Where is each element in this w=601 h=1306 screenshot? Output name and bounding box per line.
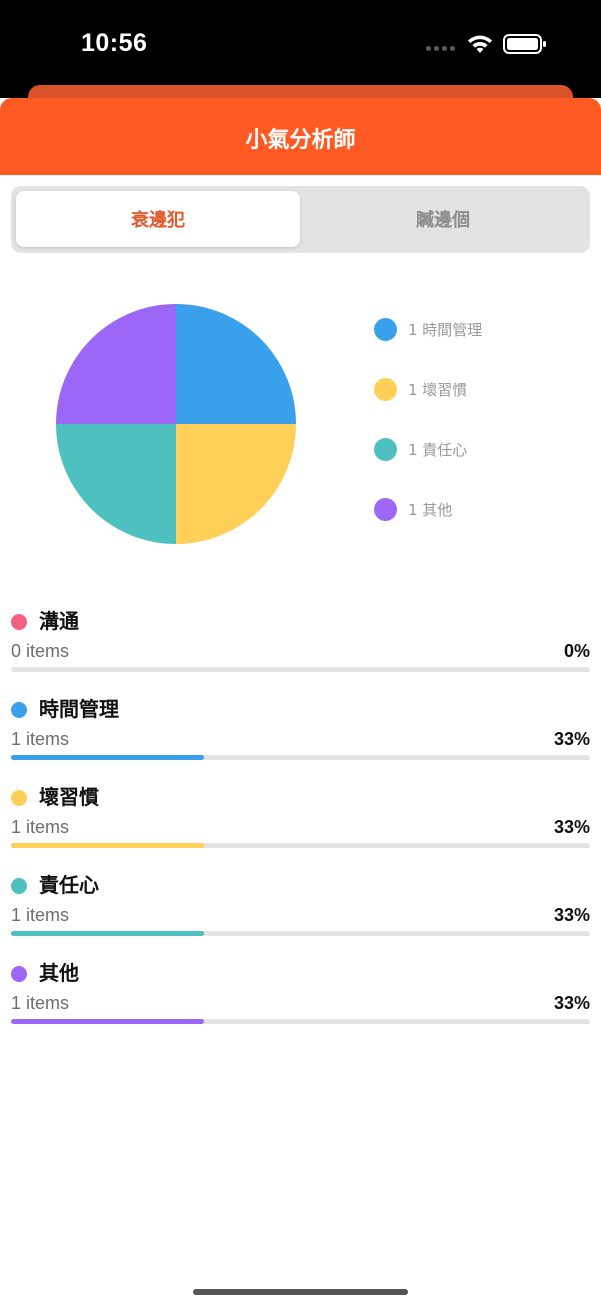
progress-track: [11, 1019, 590, 1024]
category-percent: 33%: [553, 817, 590, 837]
category-count: 0 items: [11, 641, 70, 661]
legend-label: 1 壞習慣: [408, 381, 468, 399]
progress-fill: [11, 931, 204, 936]
legend-dot-icon: [374, 378, 397, 401]
progress-track: [11, 931, 590, 936]
status-time: 10:56: [81, 29, 148, 57]
category-count: 1 items: [11, 817, 70, 837]
legend-item: 1 壞習慣: [374, 378, 467, 401]
category-dot-icon: [11, 878, 27, 894]
header-bar: 小氣分析師: [0, 98, 601, 175]
pie-slice: [56, 304, 176, 424]
legend-item: 1 責任心: [374, 438, 467, 461]
category-percent: 33%: [553, 993, 590, 1013]
pie-slice: [56, 424, 176, 544]
category-name: 壞習慣: [39, 785, 99, 809]
category-row: 其他 1 items 33%: [11, 957, 590, 1027]
category-dot-icon: [11, 702, 27, 718]
category-count: 1 items: [11, 993, 70, 1013]
status-bar: 10:56: [0, 0, 601, 98]
category-row: 溝通 0 items 0%: [11, 605, 590, 675]
category-row: 壞習慣 1 items 33%: [11, 781, 590, 851]
legend-label: 1 時間管理: [408, 321, 483, 339]
category-dot-icon: [11, 966, 27, 982]
category-name: 時間管理: [39, 697, 119, 721]
progress-fill: [11, 755, 204, 760]
tab-segment-1[interactable]: 衰邊犯: [16, 191, 300, 247]
progress-track: [11, 843, 590, 848]
tab-segment-2[interactable]: 贓邊個: [416, 210, 470, 231]
category-name: 責任心: [39, 873, 99, 897]
progress-fill: [11, 843, 204, 848]
home-indicator: [193, 1289, 408, 1295]
progress-fill: [11, 1019, 204, 1024]
category-percent: 33%: [553, 729, 590, 749]
legend-dot-icon: [374, 498, 397, 521]
legend-item: 1 其他: [374, 498, 452, 521]
category-row: 責任心 1 items 33%: [11, 869, 590, 939]
segmented-control: 衰邊犯 贓邊個: [11, 186, 590, 253]
legend-label: 1 責任心: [408, 441, 468, 459]
progress-track: [11, 755, 590, 760]
legend-label: 1 其他: [408, 501, 453, 519]
category-count: 1 items: [11, 729, 70, 749]
category-name: 溝通: [39, 609, 79, 633]
wifi-icon: [468, 35, 492, 53]
category-name: 其他: [39, 961, 79, 985]
legend-dot-icon: [374, 438, 397, 461]
pie-chart: [56, 304, 296, 544]
category-percent: 33%: [553, 905, 590, 925]
pie-slice: [176, 424, 296, 544]
legend-dot-icon: [374, 318, 397, 341]
category-count: 1 items: [11, 905, 70, 925]
pie-slice: [176, 304, 296, 424]
page-title: 小氣分析師: [245, 128, 356, 153]
category-percent: 0%: [563, 641, 590, 661]
battery-icon: [503, 34, 546, 54]
category-row: 時間管理 1 items 33%: [11, 693, 590, 763]
cellular-signal-icon: [426, 46, 455, 51]
progress-track: [11, 667, 590, 672]
category-dot-icon: [11, 790, 27, 806]
legend-item: 1 時間管理: [374, 318, 482, 341]
category-dot-icon: [11, 614, 27, 630]
